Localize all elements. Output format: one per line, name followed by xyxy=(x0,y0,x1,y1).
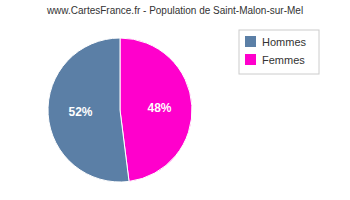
legend-label: Hommes xyxy=(262,36,307,48)
data-labels: 48% 52% xyxy=(68,101,171,120)
legend-frame xyxy=(239,30,319,74)
legend-item: Hommes xyxy=(245,36,307,48)
legend: Hommes Femmes xyxy=(239,30,319,74)
legend-swatch xyxy=(245,36,256,47)
legend-swatch xyxy=(245,54,256,65)
data-label: 48% xyxy=(148,101,172,115)
slice xyxy=(48,38,129,182)
pie xyxy=(48,38,192,182)
legend-item: Femmes xyxy=(245,54,305,66)
legend-label: Femmes xyxy=(262,54,305,66)
chart: www.CartesFrance.fr - Population de Sain… xyxy=(0,0,350,200)
data-label: 52% xyxy=(68,105,92,119)
title: www.CartesFrance.fr - Population de Sain… xyxy=(46,5,303,16)
slice xyxy=(120,38,192,181)
